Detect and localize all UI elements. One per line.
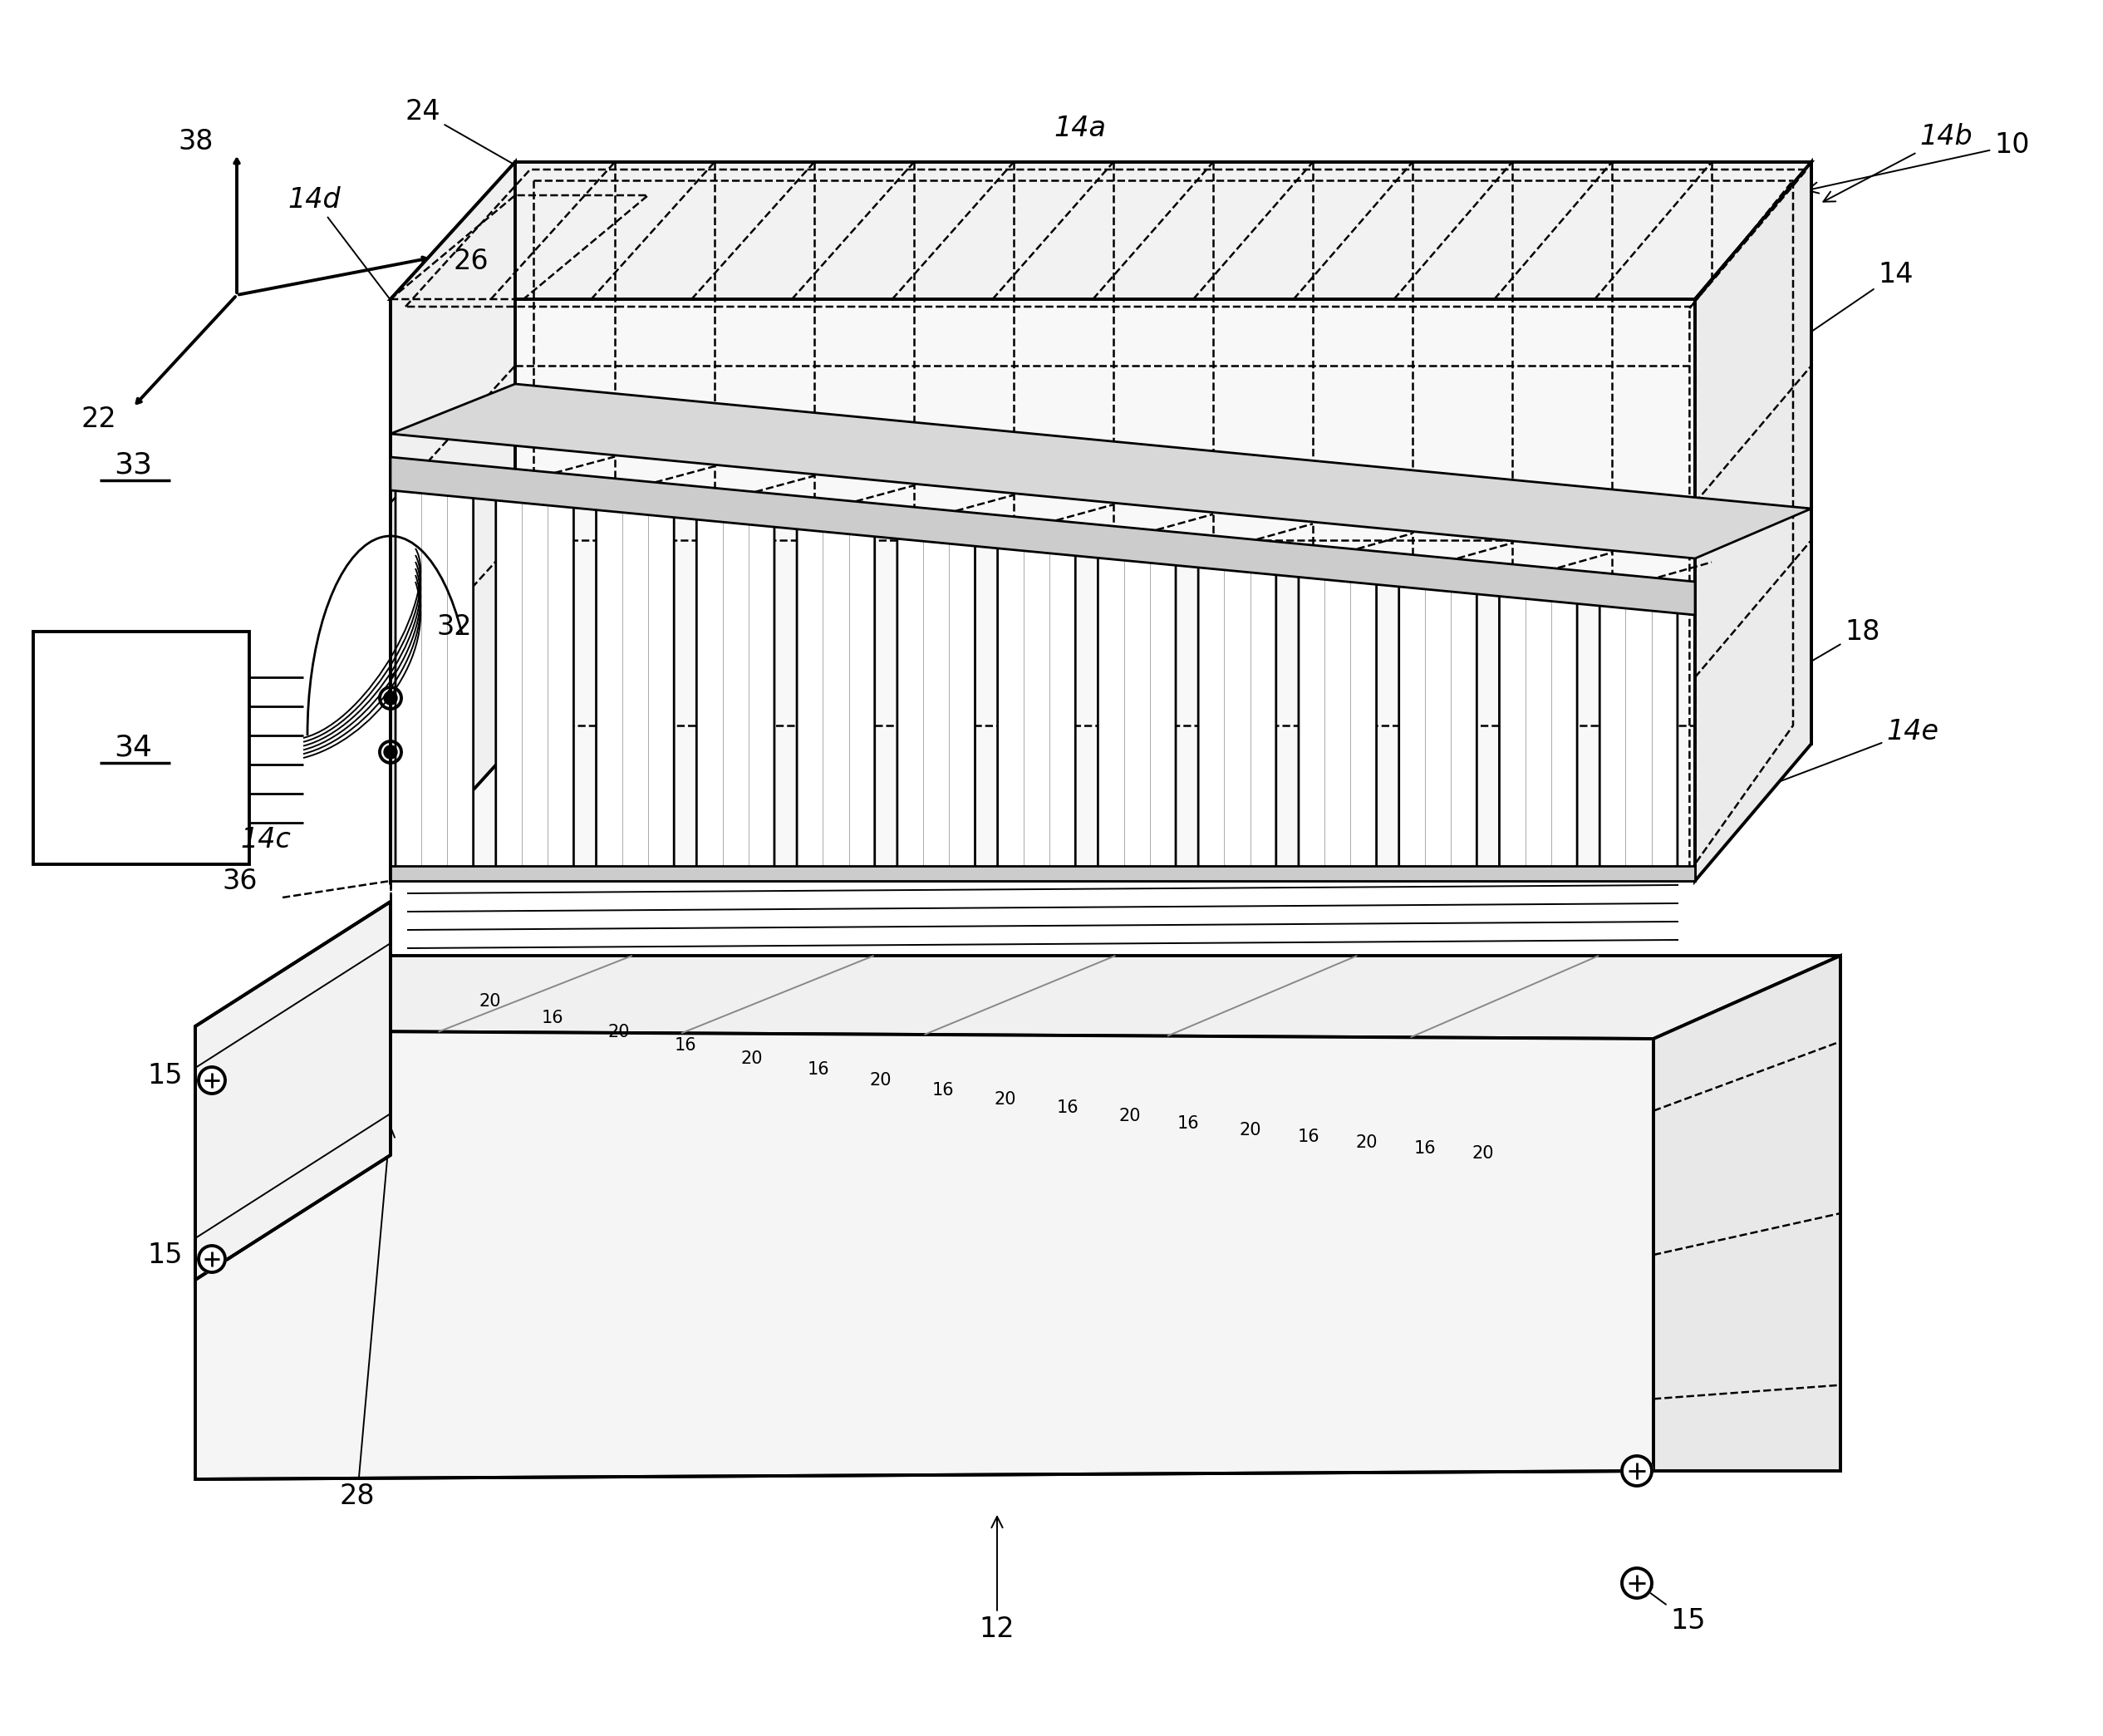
Text: 20: 20 xyxy=(1356,1134,1377,1151)
Text: 26: 26 xyxy=(452,248,488,276)
Text: 14a: 14a xyxy=(1054,115,1106,142)
Polygon shape xyxy=(1499,585,1577,877)
Text: 16: 16 xyxy=(808,1061,829,1078)
Text: 20: 20 xyxy=(871,1073,892,1088)
Polygon shape xyxy=(1653,957,1840,1470)
Text: 20: 20 xyxy=(479,993,501,1010)
Text: 20: 20 xyxy=(1239,1121,1262,1139)
Polygon shape xyxy=(391,299,1695,880)
Polygon shape xyxy=(496,490,574,877)
Polygon shape xyxy=(1199,557,1277,877)
Text: 32: 32 xyxy=(435,615,471,641)
Text: 38: 38 xyxy=(179,127,215,155)
Polygon shape xyxy=(1600,595,1678,877)
Polygon shape xyxy=(997,538,1075,877)
Circle shape xyxy=(385,691,397,705)
Circle shape xyxy=(1621,1457,1651,1486)
Text: 16: 16 xyxy=(1298,1128,1321,1146)
Text: 16: 16 xyxy=(1178,1115,1199,1132)
Polygon shape xyxy=(391,457,1695,615)
Polygon shape xyxy=(34,632,250,865)
Text: 14: 14 xyxy=(1764,260,1914,363)
Polygon shape xyxy=(797,519,875,877)
Polygon shape xyxy=(1398,576,1476,877)
Text: 36: 36 xyxy=(223,868,257,894)
Polygon shape xyxy=(196,1031,1653,1479)
Text: 20: 20 xyxy=(608,1024,631,1040)
Polygon shape xyxy=(395,481,473,877)
Text: 16: 16 xyxy=(932,1082,955,1099)
Polygon shape xyxy=(595,500,675,877)
Circle shape xyxy=(198,1068,225,1094)
Text: 22: 22 xyxy=(80,406,116,434)
Polygon shape xyxy=(696,509,774,877)
Text: 20: 20 xyxy=(1472,1146,1493,1161)
Text: 18: 18 xyxy=(1724,618,1880,712)
Text: 24: 24 xyxy=(406,99,528,172)
Text: 16: 16 xyxy=(540,1010,564,1026)
Circle shape xyxy=(198,1246,225,1272)
Polygon shape xyxy=(1300,566,1377,877)
Polygon shape xyxy=(196,957,1840,1038)
Text: 12: 12 xyxy=(980,1517,1016,1642)
Polygon shape xyxy=(196,901,391,1279)
Polygon shape xyxy=(391,161,1811,299)
Polygon shape xyxy=(515,161,1811,743)
Polygon shape xyxy=(391,384,1811,559)
Polygon shape xyxy=(898,528,976,877)
Text: 28: 28 xyxy=(339,1127,395,1510)
Text: 14c: 14c xyxy=(240,826,290,852)
Circle shape xyxy=(1621,1568,1651,1599)
Text: 33: 33 xyxy=(114,451,151,479)
Text: 20: 20 xyxy=(995,1092,1016,1108)
Polygon shape xyxy=(391,866,1695,880)
Text: 20: 20 xyxy=(1119,1108,1142,1125)
Text: 15: 15 xyxy=(147,1062,183,1090)
Text: 14d: 14d xyxy=(288,186,437,363)
Text: 15: 15 xyxy=(1640,1585,1706,1634)
Text: 14e: 14e xyxy=(1741,717,1939,797)
Text: 20: 20 xyxy=(740,1050,763,1068)
Polygon shape xyxy=(1695,161,1811,880)
Text: 10: 10 xyxy=(1806,132,2029,193)
Text: 16: 16 xyxy=(1413,1141,1436,1156)
Circle shape xyxy=(385,745,397,759)
Polygon shape xyxy=(1098,547,1176,877)
Text: 16: 16 xyxy=(1056,1099,1079,1116)
Text: 14b: 14b xyxy=(1823,123,1973,201)
Text: 16: 16 xyxy=(675,1036,696,1054)
Polygon shape xyxy=(391,161,515,880)
Text: 15: 15 xyxy=(147,1241,183,1269)
Text: 34: 34 xyxy=(114,734,151,762)
